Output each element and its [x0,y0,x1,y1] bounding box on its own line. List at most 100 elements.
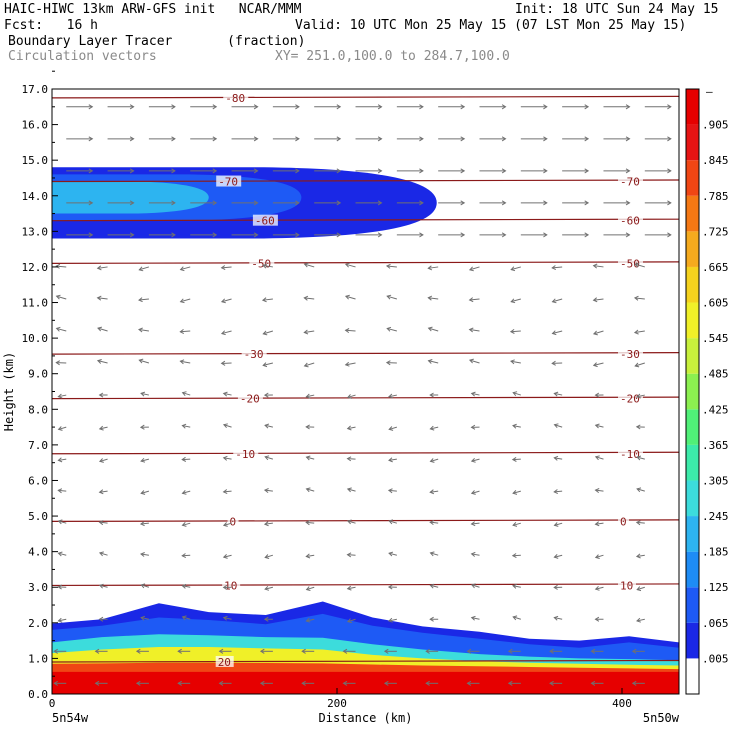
circulation-vector [99,458,108,462]
vector-arrowhead [427,265,433,271]
circulation-vector [430,426,439,430]
circulation-vector [264,586,273,590]
circulation-vector [552,330,563,335]
vector-arrowhead [220,330,226,336]
circulation-vector [347,586,356,590]
vector-arrowhead [55,263,61,269]
vector-arrowhead [592,330,598,336]
circulation-vector [430,521,439,524]
circulation-vector [471,584,480,588]
circulation-vector [306,521,315,524]
colorbar-swatch [686,622,699,659]
vector-arrowhead [460,136,466,142]
vector-arrowhead [385,263,391,269]
colorbar-swatch [686,516,699,552]
vector-arrowhead [553,522,559,527]
circulation-vector [99,490,108,493]
circulation-vector [140,553,149,556]
vector-arrowhead [512,583,517,589]
vector-arrowhead [509,328,515,334]
vector-arrowhead [138,327,143,333]
circulation-vector [635,362,645,367]
y-tick-label: 16.0 [22,119,49,132]
circulation-vector [345,362,356,366]
valid-time: Valid: 10 UTC Mon 25 May 15 (07 LST Mon … [295,18,687,33]
vector-arrowhead [181,583,187,589]
vector-arrowhead [346,585,352,591]
circulation-vector [637,586,645,591]
vector-arrowhead [553,615,559,621]
circulation-vector [306,488,315,492]
vector-arrowhead [181,423,187,429]
vector-arrowhead [429,425,435,431]
vector-arrowhead [57,457,63,463]
circulation-vector [595,522,604,525]
y-tick-label: 15.0 [22,154,49,167]
vector-arrowhead [96,265,102,271]
vector-arrowhead [470,521,476,527]
vector-arrowhead [222,522,228,527]
x-tick-label: 200 [327,697,347,710]
vector-arrowhead [553,554,559,559]
circulation-vector [182,585,191,588]
vector-arrowhead [501,168,507,174]
circulation-vector [512,490,521,494]
colorbar-label: .425 [702,403,729,416]
vector-arrowhead [55,326,61,332]
vector-arrowhead [346,425,352,431]
colorbar-swatch [686,266,699,303]
vector-arrowhead [222,584,228,590]
vector-arrowhead [98,458,104,463]
vector-arrowhead [264,585,270,591]
circulation-vector [223,617,232,620]
circulation-vector [554,617,563,620]
vector-arrowhead [551,298,557,304]
circulation-vector [306,394,315,398]
temperature-contour [51,261,680,264]
vector-arrowhead [53,648,58,654]
y-tick-label: 0.0 [28,688,48,701]
vector-arrowhead [388,457,393,463]
vector-arrowhead [98,489,104,495]
vector-arrowhead [387,584,393,590]
vector-arrowhead [138,358,144,364]
colorbar-label: .125 [702,581,729,594]
contour-label-bg [237,392,263,404]
vector-arrowhead [468,327,474,333]
vector-arrowhead [336,104,342,110]
colorbar-label: .245 [702,510,729,523]
circulation-vector [471,490,480,494]
vector-arrowhead [262,263,267,269]
vector-arrowhead [470,391,476,397]
circulation-vector [264,424,273,428]
circulation-vector [139,266,150,271]
circulation-vector [554,457,563,460]
vector-arrowhead [138,297,143,303]
vector-arrowhead [419,232,424,238]
vector-arrowhead [592,263,598,269]
vector-arrowhead [212,200,218,206]
vector-arrowhead [388,617,393,623]
vector-arrowhead [336,200,342,206]
circulation-vector [56,265,67,268]
circulation-vector [180,298,191,303]
colorbar-label: .785 [702,190,729,203]
vector-arrowhead [460,168,466,174]
y-tick-label: 17.0 [22,83,49,96]
vector-arrowhead [179,359,185,365]
vector-arrowhead [96,295,102,301]
vector-arrowhead [510,298,516,304]
vector-arrowhead [470,551,476,557]
vector-arrowhead [594,554,600,559]
vector-arrowhead [222,455,228,461]
x-tick-label: 0 [49,697,56,710]
circulation-vector [221,266,232,269]
vector-arrowhead [667,232,672,238]
vector-arrowhead [303,329,309,335]
vector-arrowhead [511,456,517,462]
vector-arrowhead [429,551,435,557]
circulation-vector [182,554,191,557]
vector-arrowhead [212,136,218,142]
temperature-contour [51,583,680,587]
colorbar-swatch [686,444,699,481]
